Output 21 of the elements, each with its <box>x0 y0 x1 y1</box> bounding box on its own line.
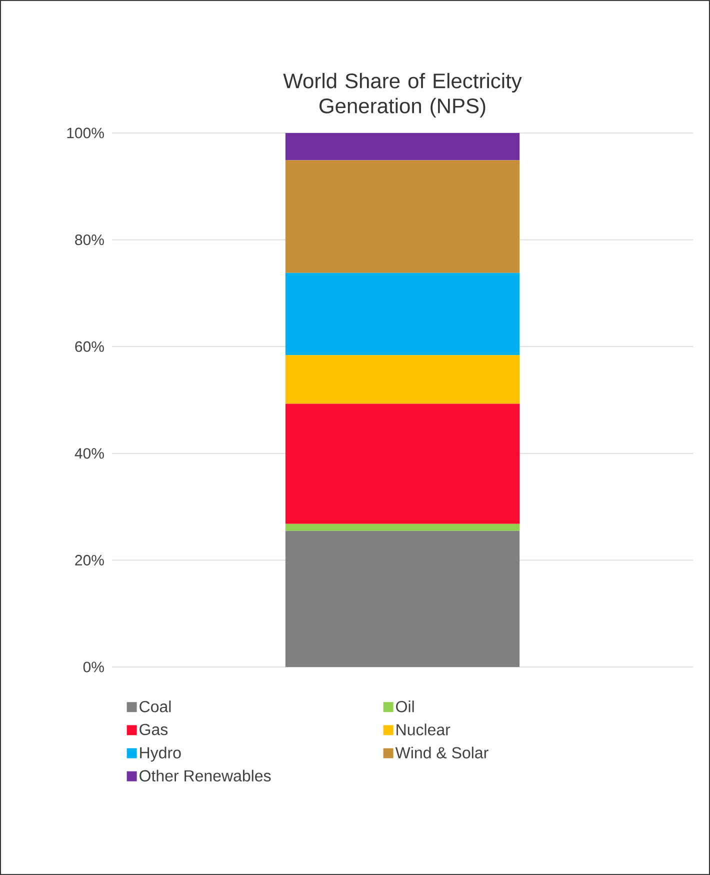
bar <box>285 132 520 160</box>
y-tick-label: 20% <box>75 554 104 566</box>
legend-label: Nuclear <box>396 724 450 736</box>
legend-label: Hydro <box>140 746 181 762</box>
legend-label: Other Renewables <box>140 770 271 782</box>
bar <box>285 530 520 667</box>
bar <box>285 355 520 404</box>
chart-title: World Share of Electricity Generation (NPS) <box>283 72 522 118</box>
legend-label: Coal <box>140 700 171 712</box>
bar <box>285 524 520 531</box>
y-tick-label: 80% <box>75 234 104 246</box>
y-tick-label: 100% <box>67 128 104 138</box>
bar <box>285 404 520 524</box>
legend-label: Gas <box>140 724 168 736</box>
bar <box>285 272 520 356</box>
bar <box>285 160 520 273</box>
y-tick-label: 0% <box>83 662 104 672</box>
y-tick-label: 40% <box>74 448 104 459</box>
legend-label: Wind & Solar <box>395 746 488 758</box>
y-tick-label: 60% <box>75 341 104 352</box>
legend-label: Oil <box>396 700 414 712</box>
